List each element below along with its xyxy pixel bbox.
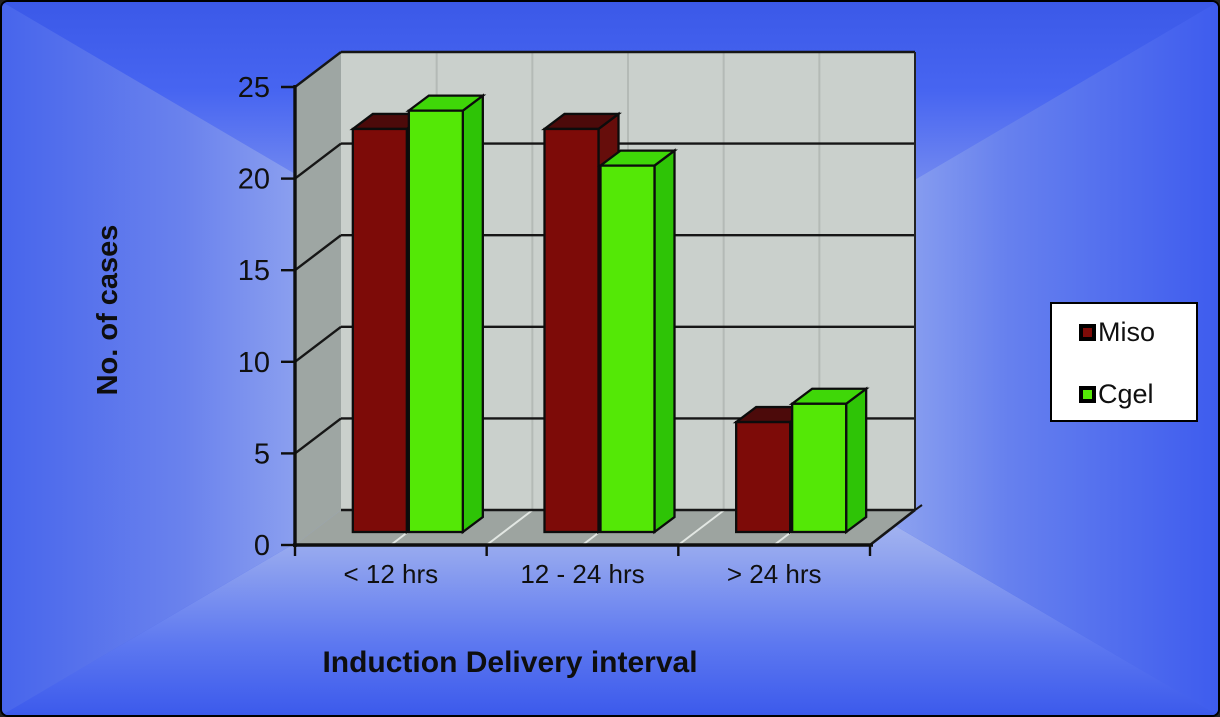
bar-cgel-0 (407, 109, 464, 534)
side-wall-gridline (294, 417, 342, 455)
x-axis-title: Induction Delivery interval (322, 646, 698, 679)
bar-miso-1 (543, 127, 600, 534)
legend-label-cgel: Cgel (1098, 378, 1154, 409)
y-tick-label: 25 (238, 72, 270, 104)
miso-swatch-icon (1079, 323, 1096, 341)
bar-side-cgel-2 (845, 386, 868, 535)
x-category-label: > 24 hrs (727, 559, 822, 589)
floor-corner-tick (914, 504, 923, 511)
side-wall-gridline (294, 325, 342, 363)
floor-right-edge (869, 508, 916, 547)
floor-gridline (677, 509, 725, 546)
legend-item-cgel: Cgel (1079, 379, 1196, 409)
bar-side-cgel-0 (461, 93, 484, 535)
y-tick-label: 5 (254, 438, 270, 470)
floor-gridline (486, 509, 534, 546)
y-axis-title: No. of cases (91, 224, 124, 396)
y-tick-label: 0 (254, 530, 270, 562)
y-tick-label: 10 (238, 347, 270, 379)
legend-label-miso: Miso (1098, 316, 1156, 347)
legend-box: Miso Cgel (1050, 302, 1198, 422)
bar-miso-0 (351, 127, 408, 534)
cgel-swatch-icon (1079, 385, 1096, 403)
x-category-label: < 12 hrs (343, 559, 438, 589)
y-tick-label: 15 (238, 255, 270, 287)
legend-item-miso: Miso (1079, 317, 1196, 347)
bar-cgel-1 (599, 164, 656, 534)
side-wall-gridline (294, 51, 342, 88)
y-tick-label: 20 (238, 164, 270, 196)
bar-cgel-2 (791, 402, 848, 534)
side-wall (295, 52, 341, 545)
side-wall-gridline (294, 234, 342, 272)
side-wall-gridline (294, 142, 342, 180)
bar-side-cgel-1 (653, 148, 676, 535)
x-category-label: 12 - 24 hrs (520, 559, 644, 589)
bar-miso-2 (735, 420, 792, 534)
